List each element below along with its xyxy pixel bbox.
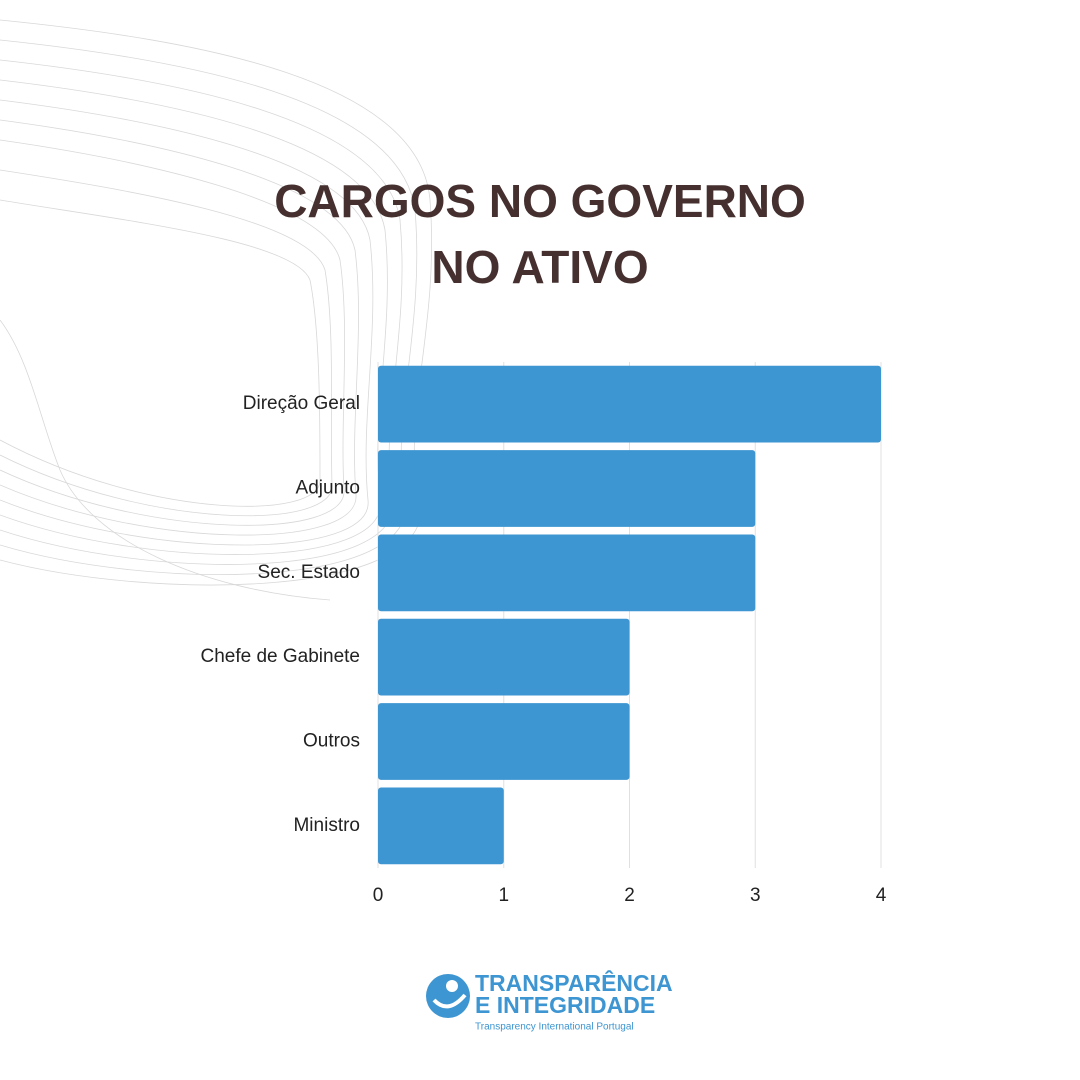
logo-text: E INTEGRIDADE — [475, 992, 655, 1018]
x-tick-label: 2 — [624, 885, 635, 906]
x-tick-label: 0 — [373, 885, 384, 906]
y-tick-label: Outros — [303, 731, 360, 752]
bar — [378, 365, 881, 443]
logo-tagline: Transparency International Portugal — [475, 1022, 634, 1033]
y-tick-label: Ministro — [293, 815, 360, 836]
decoration — [0, 19, 433, 601]
y-tick-label: Adjunto — [296, 478, 360, 499]
logo-icon — [426, 974, 470, 1018]
bar — [378, 703, 630, 780]
x-tick-label: 4 — [876, 885, 887, 906]
y-tick-label: Sec. Estado — [258, 562, 360, 583]
x-tick-label: 3 — [750, 885, 761, 906]
y-tick-label: Chefe de Gabinete — [200, 646, 360, 667]
bar — [378, 618, 630, 696]
bar — [378, 450, 756, 527]
logo-text: TRANSPARÊNCIA — [475, 969, 673, 996]
chart-title: NO ATIVO — [431, 241, 648, 293]
chart-title: CARGOS NO GOVERNO — [274, 175, 806, 227]
x-tick-label: 1 — [498, 885, 509, 906]
y-tick-label: Direção Geral — [243, 393, 360, 414]
bar — [378, 787, 504, 865]
bar — [378, 534, 756, 612]
